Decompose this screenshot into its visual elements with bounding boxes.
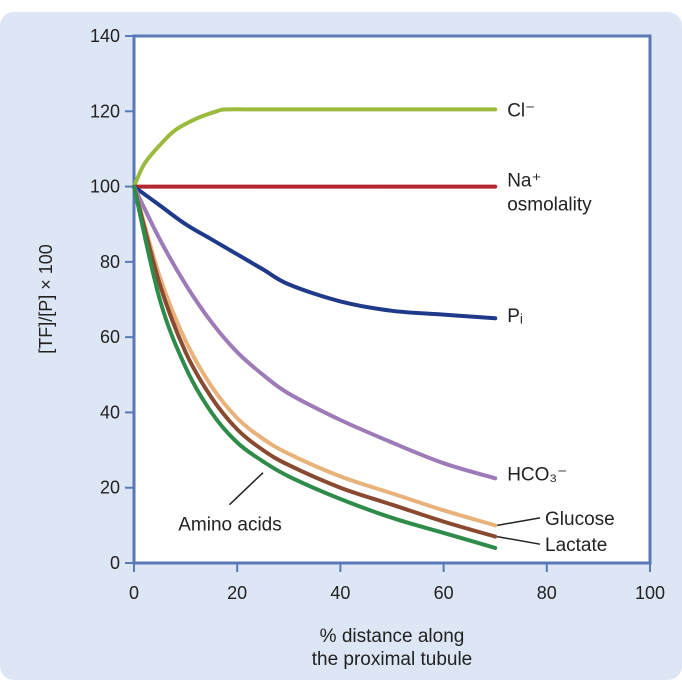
plot-area [132, 34, 652, 565]
y-tick-label: 0 [110, 553, 120, 573]
series-line-cl [132, 107, 498, 189]
series-label-glucose: Glucose [545, 509, 615, 530]
y-tick-label: 80 [100, 252, 120, 272]
x-tick-label: 80 [537, 583, 557, 603]
glucose-leader-line [497, 517, 541, 527]
series-line-glucose [132, 184, 498, 528]
x-tick-label: 100 [635, 583, 665, 603]
axis-ticks: 0 20 40 60 80 100 120 140 0 20 40 60 80 100 [90, 26, 665, 603]
y-tick-label: 20 [100, 478, 120, 498]
series-line-amino-acids [132, 184, 498, 550]
y-tick-label: 120 [90, 101, 120, 121]
series-labels: Cl⁻ Na⁺ osmolality Pᵢ HCO₃⁻ Glucose Lactate Ami… [178, 100, 614, 556]
x-tick-label: 40 [330, 583, 350, 603]
x-axis-label-line1: % distance along [320, 626, 465, 647]
x-tick-label: 20 [227, 583, 247, 603]
y-axis-label: [TF]/[P] × 100 [36, 244, 56, 354]
lactate-leader-line [497, 535, 541, 545]
series-line-lactate [132, 184, 498, 539]
y-tick-label: 100 [90, 177, 120, 197]
amino-acids-leader-line [228, 472, 264, 506]
series-label-na: Na⁺ [507, 171, 541, 192]
series-label-osmolality: osmolality [507, 195, 592, 216]
series-line-p [132, 184, 498, 321]
series-label-hco3: HCO₃⁻ [507, 464, 567, 485]
x-tick-label: 0 [129, 583, 139, 603]
series-lines [132, 107, 498, 550]
series-label-pi: Pᵢ [507, 306, 523, 327]
y-tick-label: 140 [90, 26, 120, 46]
x-tick-label: 60 [434, 583, 454, 603]
series-label-lactate: Lactate [545, 535, 607, 556]
series-line-hco [132, 184, 498, 481]
x-axis-label-line2: the proximal tubule [312, 649, 473, 670]
y-tick-label: 40 [100, 402, 120, 422]
series-label-cl: Cl⁻ [507, 100, 535, 121]
y-tick-label: 60 [100, 327, 120, 347]
series-label-amino-acids: Amino acids [178, 514, 282, 535]
